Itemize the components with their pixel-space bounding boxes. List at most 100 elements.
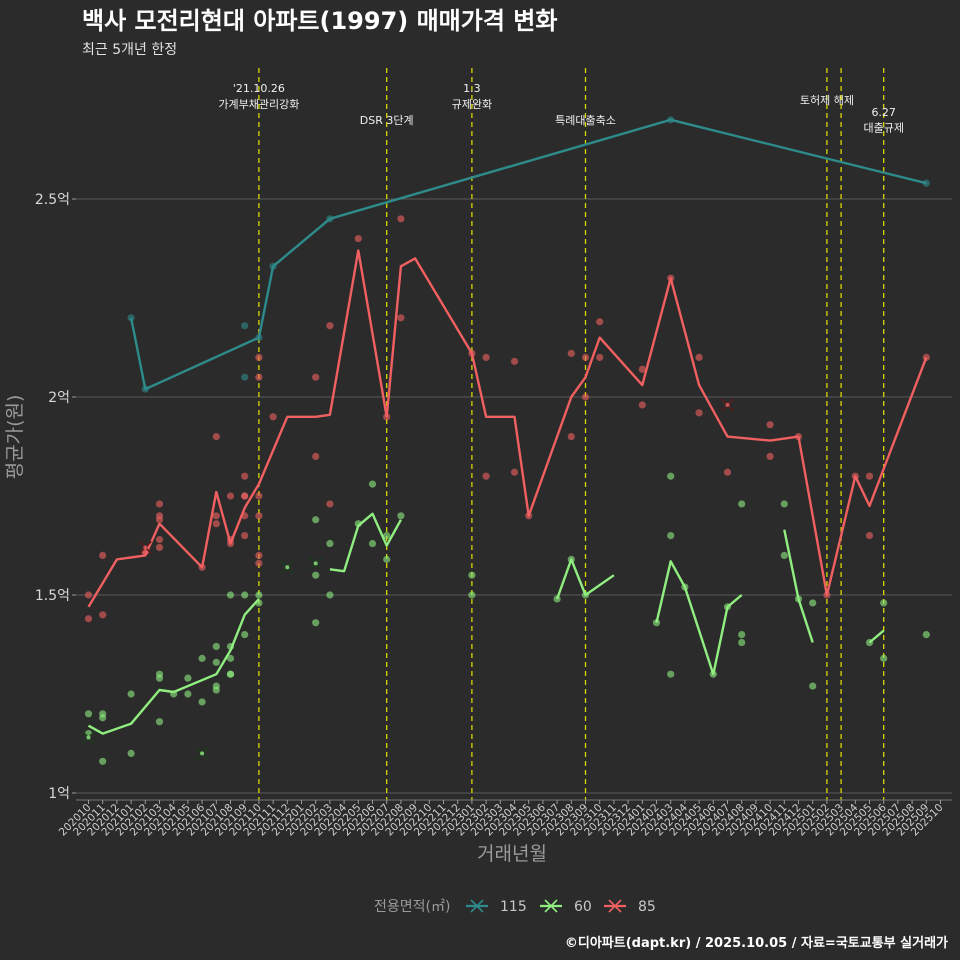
policy-annotation-text: 특례대출축소	[555, 114, 616, 127]
data-point-85	[510, 357, 519, 365]
policy-annotation-text: 6.27	[871, 106, 896, 119]
data-point-85	[241, 472, 249, 480]
data-point-85	[596, 353, 604, 361]
data-point-60	[738, 638, 746, 647]
policy-annotation-text: 가계부채관리강화	[218, 98, 299, 111]
data-point-60	[397, 512, 405, 520]
data-point-60	[326, 539, 334, 548]
y-tick-label: 1.5억	[35, 588, 70, 604]
data-point-60	[155, 674, 164, 682]
data-point-85	[255, 492, 263, 500]
data-point-60	[198, 654, 206, 662]
data-point-60	[155, 718, 164, 726]
y-tick-label: 1억	[48, 786, 70, 802]
data-point-85	[482, 353, 490, 361]
data-point-85	[255, 559, 263, 567]
chart-title: 백사 모전리현대 아파트(1997) 매매가격 변화	[82, 7, 557, 35]
x-axis: 2020102020112020122021012021022021032021…	[57, 799, 952, 838]
data-point-60	[127, 749, 135, 758]
y-axis: 1억 1.5억 2억 2.5억	[35, 192, 76, 802]
series-line-60	[555, 558, 615, 600]
data-point-60	[226, 591, 235, 599]
data-point-85	[567, 349, 575, 358]
data-point-60	[312, 516, 320, 524]
data-point-85	[354, 235, 362, 243]
data-point-85	[99, 551, 107, 560]
data-point-60	[667, 670, 675, 678]
cross-marker-center	[86, 735, 91, 740]
data-point-85	[326, 322, 334, 330]
series-line-115	[129, 118, 927, 391]
y-axis-title: 평균가(원)	[4, 395, 26, 480]
data-point-60	[383, 555, 391, 563]
data-point-85	[581, 353, 590, 361]
data-point-85	[312, 452, 320, 460]
data-point-85	[84, 615, 93, 623]
data-point-85	[723, 468, 732, 476]
data-point-60	[84, 710, 93, 718]
data-point-85	[155, 535, 164, 544]
data-point-60	[99, 757, 107, 765]
data-point-85	[865, 472, 874, 480]
data-point-60	[880, 599, 888, 607]
policy-annotation-text: 토허제 해제	[800, 93, 854, 107]
data-point-85	[567, 433, 575, 441]
data-point-85	[312, 373, 320, 381]
data-point-115	[241, 322, 249, 330]
series-line-60	[655, 560, 743, 676]
data-point-115	[241, 373, 249, 381]
series-line-60	[783, 529, 814, 643]
data-point-60	[880, 654, 888, 662]
data-point-60	[212, 658, 220, 666]
series-group	[81, 116, 930, 765]
series-line-60	[868, 629, 885, 644]
data-point-85	[212, 512, 220, 520]
x-axis-title: 거래년월	[477, 843, 547, 865]
data-point-60	[212, 642, 220, 651]
data-point-60	[326, 591, 334, 599]
legend-swatch-cross	[470, 899, 484, 913]
series-line-60	[87, 598, 260, 735]
data-point-60	[780, 551, 788, 560]
data-point-60	[652, 619, 661, 627]
data-point-60	[184, 690, 192, 698]
y-tick-label: 2.5억	[35, 192, 70, 208]
chart-subtitle: 최근 5개년 한정	[82, 42, 177, 58]
data-point-85	[255, 512, 263, 520]
data-point-85	[84, 591, 93, 599]
data-point-85	[596, 318, 604, 326]
data-point-85	[99, 611, 107, 619]
data-point-85	[326, 500, 334, 508]
data-point-85	[212, 433, 220, 441]
legend-label: 85	[638, 899, 656, 915]
series-line-60	[329, 512, 402, 573]
data-point-85	[255, 551, 263, 560]
data-point-60	[809, 599, 817, 607]
cross-marker-center	[313, 561, 318, 566]
data-point-60	[468, 591, 476, 599]
data-point-85	[766, 452, 774, 460]
data-point-85	[212, 520, 220, 528]
data-point-60	[255, 591, 263, 599]
data-point-60	[468, 571, 476, 579]
legend-label: 60	[574, 899, 592, 915]
data-point-85	[269, 413, 277, 421]
data-point-85	[638, 365, 646, 373]
data-point-85	[482, 472, 490, 480]
policy-annotation-text: DSR 3단계	[360, 114, 414, 127]
source-caption: ©디아파트(dapt.kr) / 2025.10.05 / 자료=국토교통부 실…	[565, 935, 948, 951]
data-point-85	[241, 532, 249, 540]
cross-marker-center	[725, 402, 730, 407]
data-point-60	[226, 670, 235, 678]
data-point-60	[383, 532, 391, 540]
data-point-60	[226, 654, 235, 662]
legend-label: 115	[500, 899, 527, 915]
data-point-85	[766, 421, 774, 429]
data-point-60	[809, 682, 817, 690]
data-point-60	[667, 532, 675, 540]
data-point-85	[226, 492, 235, 500]
data-point-60	[198, 698, 206, 706]
data-point-85	[397, 215, 405, 223]
policy-annotation-text: 1.3	[463, 82, 481, 95]
